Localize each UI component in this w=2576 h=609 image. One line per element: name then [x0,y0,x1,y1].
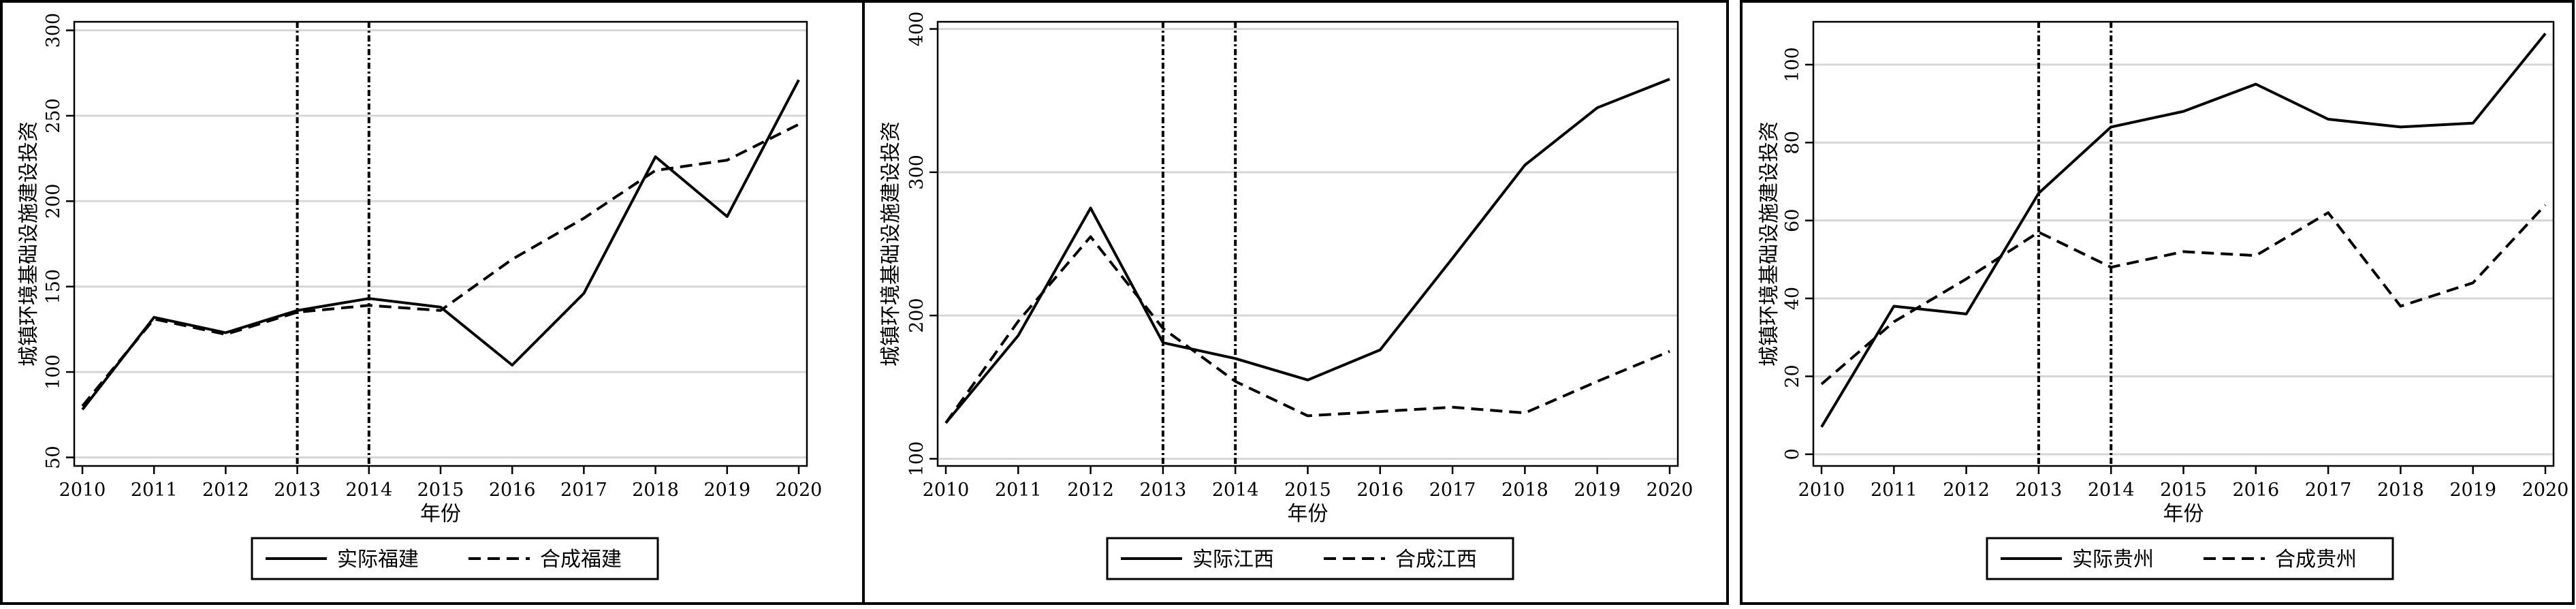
x-tick-label: 2019 [703,480,750,501]
legend-label: 实际福建 [337,548,419,572]
x-tick-label: 2016 [2232,480,2279,501]
x-tick-label: 2011 [1871,480,1918,501]
series-line-actual [1820,32,2547,428]
legend-label: 合成贵州 [2275,548,2357,572]
x-tick-label: 2013 [1140,480,1187,501]
x-tick-label: 2020 [776,480,823,501]
legend-label: 合成江西 [1395,548,1477,572]
x-tick-label: 2017 [560,480,607,501]
x-tick-label: 2015 [1284,480,1331,501]
x-tick-label: 2020 [1647,480,1694,501]
y-tick-label: 100 [1782,47,1803,82]
chart-panel-2: 100 200 300 400 2010 2011 2012 2013 2014 2015 2016… [862,0,1729,605]
y-axis-label: 城镇环境基础设施建设投资 [879,121,903,366]
x-axis-label: 年份 [2163,502,2204,526]
x-axis-label: 年份 [1288,502,1329,526]
legend-label: 实际江西 [1192,548,1274,572]
x-tick-label: 2012 [1067,480,1114,501]
series-line-synthetic [81,123,799,407]
x-tick-label: 2010 [923,480,970,501]
legend-box [1106,537,1514,580]
x-tick-label: 2016 [1356,480,1403,501]
x-tick-label: 2011 [131,480,178,501]
x-tick-label: 2011 [995,480,1042,501]
y-tick-label: 200 [43,184,64,219]
panel-frame [862,0,1729,605]
x-tick-label: 2013 [274,480,321,501]
legend: 实际江西 合成江西 [1106,537,1514,580]
y-tick-label: 100 [43,354,64,390]
y-tick-label: 250 [43,98,64,134]
y-tick-label: 100 [906,441,927,477]
y-tick-label: 150 [43,269,64,304]
legend-label: 实际贵州 [2072,548,2154,572]
x-tick-label: 2019 [1574,480,1621,501]
x-tick-label: 2020 [2522,480,2569,501]
y-axis-label: 城镇环境基础设施建设投资 [17,121,41,366]
x-tick-label: 2014 [345,480,392,501]
x-tick-label: 2012 [1943,480,1990,501]
y-tick-label: 60 [1782,209,1803,232]
y-tick-label: 0 [1782,448,1803,460]
x-tick-label: 2013 [2016,480,2063,501]
x-tick-label: 2014 [2088,480,2135,501]
y-tick-label: 20 [1782,364,1803,388]
x-tick-label: 2018 [1501,480,1548,501]
series-line-synthetic [1820,204,2547,386]
x-tick-label: 2016 [489,480,536,501]
x-tick-label: 2018 [632,480,679,501]
chart-panel-1: 50 100 150 200 250 300 2010 2011 2012 2013 2014 201… [0,0,866,605]
series-line-synthetic [944,235,1670,424]
x-tick-label: 2017 [1429,480,1476,501]
x-tick-label: 2018 [2377,480,2424,501]
y-tick-label: 40 [1782,287,1803,310]
x-tick-label: 2010 [1798,480,1845,501]
y-tick-label: 300 [906,155,927,190]
legend: 实际福建 合成福建 [251,537,659,580]
y-tick-label: 50 [43,446,64,469]
y-tick-label: 400 [906,12,927,47]
panel-frame [0,0,866,605]
x-axis-label: 年份 [420,502,461,526]
panel-frame [1740,0,2575,605]
x-tick-label: 2019 [2449,480,2496,501]
legend: 实际贵州 合成贵州 [1986,537,2394,580]
y-tick-label: 300 [43,13,64,48]
x-tick-label: 2014 [1212,480,1259,501]
y-axis-label: 城镇环境基础设施建设投资 [1758,121,1781,366]
chart-panel-3: 0 20 40 60 80 100 2010 2011 2012 2013 2014 2015 2016… [1740,0,2575,605]
x-tick-label: 2017 [2305,480,2352,501]
series-line-actual [81,79,800,411]
x-tick-label: 2012 [202,480,249,501]
x-tick-label: 2015 [2160,480,2207,501]
x-tick-label: 2015 [417,480,464,501]
y-tick-label: 200 [906,298,927,333]
series-line-actual [944,78,1670,424]
legend-label: 合成福建 [540,548,622,572]
x-tick-label: 2010 [59,480,106,501]
y-tick-label: 80 [1782,131,1803,154]
